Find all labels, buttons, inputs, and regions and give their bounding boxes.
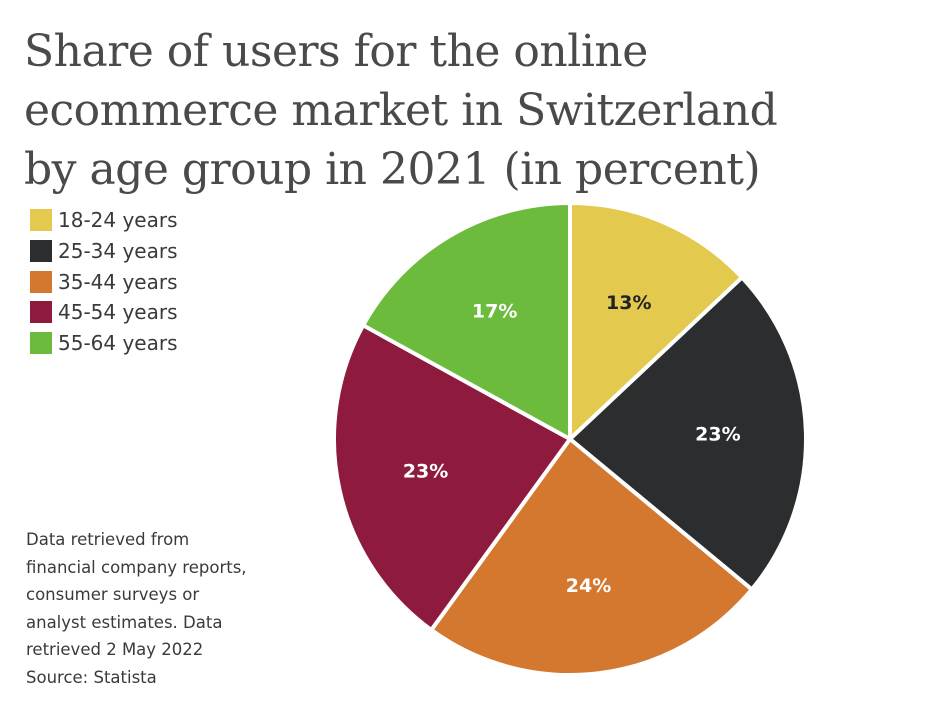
legend-label-45-54: 45-54 years bbox=[58, 300, 178, 325]
legend-item-18-24: 18-24 years bbox=[30, 205, 178, 236]
legend-label-55-64: 55-64 years bbox=[58, 331, 178, 356]
source-note-line-4: analyst estimates. Data bbox=[26, 612, 223, 632]
legend-swatch-35-44 bbox=[30, 270, 52, 293]
pie-slice-35-44 bbox=[429, 437, 754, 677]
chart-title-line-1: Share of users for the online bbox=[24, 26, 648, 77]
legend-item-25-34: 25-34 years bbox=[30, 236, 178, 267]
legend-swatch-45-54 bbox=[30, 301, 52, 324]
source-note-line-1: Data retrieved from bbox=[26, 530, 190, 549]
source-note-line-3: consumer surveys or bbox=[26, 585, 200, 604]
pie-label-25-34: 23% bbox=[695, 423, 740, 445]
pie-slice-18-24 bbox=[568, 201, 745, 441]
pie-slice-25-34 bbox=[568, 275, 808, 592]
legend-label-35-44: 35-44 years bbox=[58, 269, 178, 294]
chart-title-line-3: by age group in 2021 (in percent) bbox=[24, 144, 761, 195]
source-note-line-2: financial company reports, bbox=[26, 557, 247, 577]
legend-swatch-55-64 bbox=[30, 332, 52, 355]
legend: 18-24 years 25-34 years 35-44 years 45-5… bbox=[30, 205, 178, 358]
pie-label-55-64: 17% bbox=[472, 301, 517, 323]
legend-item-55-64: 55-64 years bbox=[30, 328, 178, 359]
legend-swatch-18-24 bbox=[30, 209, 52, 232]
legend-item-35-44: 35-44 years bbox=[30, 266, 178, 297]
pie-label-18-24: 13% bbox=[606, 292, 651, 314]
chart-title-line-2: ecommerce market in Switzerland bbox=[24, 85, 778, 136]
pie-label-45-54: 23% bbox=[403, 460, 448, 482]
legend-swatch-25-34 bbox=[30, 240, 52, 263]
legend-label-25-34: 25-34 years bbox=[58, 239, 178, 264]
source-note-line-5: retrieved 2 May 2022 bbox=[26, 640, 204, 659]
pie-label-35-44: 24% bbox=[566, 575, 611, 597]
chart-title: Share of users for the online ecommerce … bbox=[24, 22, 924, 199]
source-note-line-6: Source: Statista bbox=[26, 667, 157, 687]
pie-slice-45-54 bbox=[332, 323, 572, 632]
source-note: Data retrieved from financial company re… bbox=[26, 526, 316, 691]
pie-slice-55-64 bbox=[361, 201, 572, 441]
legend-label-18-24: 18-24 years bbox=[58, 208, 178, 233]
legend-item-45-54: 45-54 years bbox=[30, 297, 178, 328]
